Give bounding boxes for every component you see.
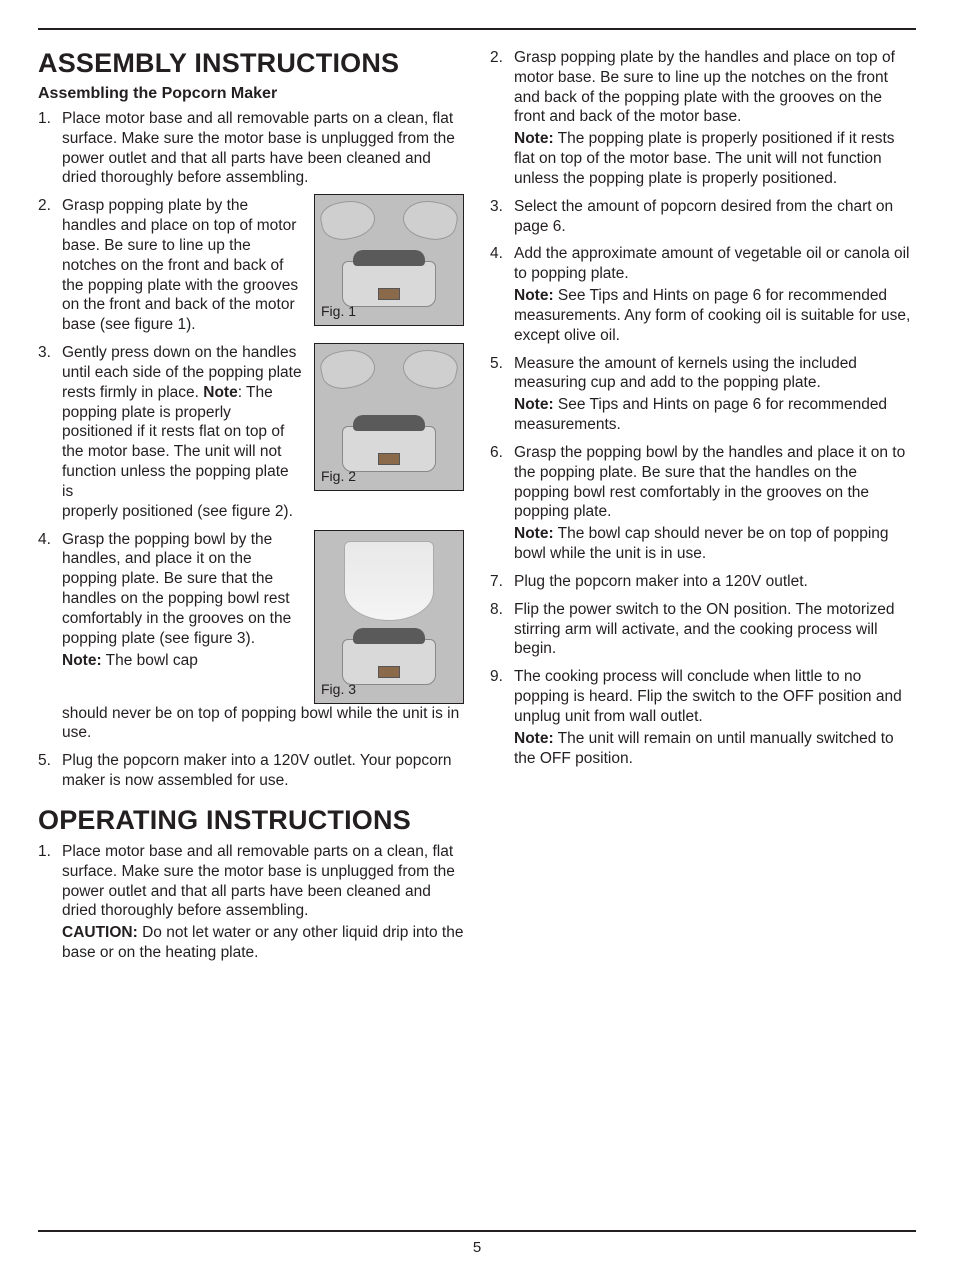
operating-steps-right: Grasp popping plate by the handles and p… [490,48,916,768]
step-text: Plug the popcorn maker into a 120V outle… [514,573,808,590]
figure-1-label: Fig. 1 [321,303,356,321]
right-column: Grasp popping plate by the handles and p… [490,48,916,971]
operating-steps-left: Place motor base and all removable parts… [38,842,464,963]
step-text: Select the amount of popcorn desired fro… [514,198,893,235]
bowl-illustration [344,541,434,621]
hands-illustration [323,201,455,241]
step-text: Measure the amount of kernels using the … [514,355,857,392]
operating-step-7: Plug the popcorn maker into a 120V outle… [490,572,916,592]
page-number: 5 [0,1239,954,1256]
step-text: Grasp the popping bowl by the handles an… [514,444,905,520]
assembly-step-3: Gently press down on the handles until e… [38,343,464,521]
step3-part-c: properly positioned (see figure 2). [62,503,293,520]
left-column: ASSEMBLY INSTRUCTIONS Assembling the Pop… [38,48,464,971]
step-text: Gently press down on the handles until e… [62,343,304,502]
figure-3: Fig. 3 [314,530,464,704]
figure-2: Fig. 2 [314,343,464,491]
step3-part-b: : The popping plate is properly position… [62,384,289,500]
operating-step-8: Flip the power switch to the ON position… [490,600,916,659]
step-text: Add the approximate amount of vegetable … [514,245,910,282]
assembly-step-1: Place motor base and all removable parts… [38,109,464,188]
step-text: Plug the popcorn maker into a 120V outle… [62,752,452,789]
hands-illustration [323,350,455,390]
operating-heading: OPERATING INSTRUCTIONS [38,805,464,836]
note-text: The popping plate is properly positioned… [514,130,895,187]
operating-step-9: The cooking process will conclude when l… [490,667,916,768]
assembly-step-2: Grasp popping plate by the handles and p… [38,196,464,335]
step4-part-b: The bowl cap [102,652,198,669]
caution-label: CAUTION: [62,924,138,941]
note-label: Note: [514,396,554,413]
note-text: The bowl cap should never be on top of p… [514,525,889,562]
operating-step-3: Select the amount of popcorn desired fro… [490,197,916,237]
step-text: The cooking process will conclude when l… [514,668,902,725]
operating-step-2: Grasp popping plate by the handles and p… [490,48,916,189]
note-text: See Tips and Hints on page 6 for recomme… [514,396,887,433]
step4-part-a: Grasp the popping bowl by the handles, a… [62,531,291,647]
operating-step-6: Grasp the popping bowl by the handles an… [490,443,916,564]
step4-part-c: should never be on top of popping bowl w… [62,705,459,742]
note-text: See Tips and Hints on page 6 for recomme… [514,287,910,344]
assembly-steps: Place motor base and all removable parts… [38,109,464,791]
device-illustration [342,426,436,472]
top-rule [38,28,916,30]
step-text: Place motor base and all removable parts… [62,110,455,186]
two-column-layout: ASSEMBLY INSTRUCTIONS Assembling the Pop… [38,48,916,971]
step-text: Grasp popping plate by the handles and p… [62,196,304,335]
step-text: Flip the power switch to the ON position… [514,601,895,658]
assembly-step-5: Plug the popcorn maker into a 120V outle… [38,751,464,791]
note-label: Note: [514,130,554,147]
note-label: Note: [514,287,554,304]
step-text: Grasp popping plate by the handles and p… [514,49,895,125]
operating-step-5: Measure the amount of kernels using the … [490,354,916,435]
assembly-subheading: Assembling the Popcorn Maker [38,85,464,103]
note-label: Note: [514,525,554,542]
assembly-heading: ASSEMBLY INSTRUCTIONS [38,48,464,79]
operating-step-1: Place motor base and all removable parts… [38,842,464,963]
bottom-rule [38,1230,916,1232]
note-text: The unit will remain on until manually s… [514,730,894,767]
figure-3-label: Fig. 3 [321,681,356,699]
note-label: Note: [514,730,554,747]
note-label: Note [203,384,237,401]
figure-2-label: Fig. 2 [321,468,356,486]
device-illustration [342,639,436,685]
step-text: Grasp the popping bowl by the handles, a… [62,530,304,671]
note-label: Note: [62,652,102,669]
device-illustration [342,261,436,307]
figure-1: Fig. 1 [314,194,464,326]
operating-step-4: Add the approximate amount of vegetable … [490,244,916,345]
assembly-step-4: Grasp the popping bowl by the handles, a… [38,530,464,744]
step-text: Place motor base and all removable parts… [62,843,455,919]
